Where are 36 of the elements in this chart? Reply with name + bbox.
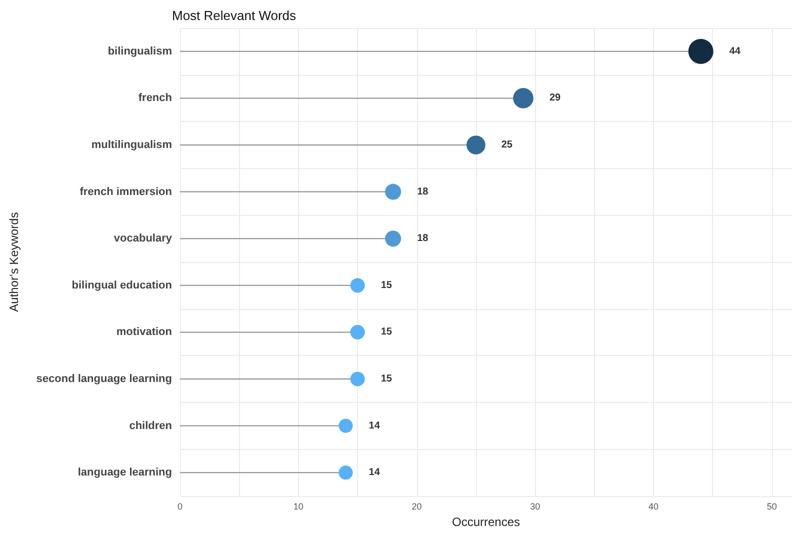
x-tick-label: 0 (177, 502, 183, 512)
y-tick-label: second language learning (36, 373, 172, 385)
y-axis-title: Author's Keywords (7, 212, 21, 312)
point (338, 466, 353, 480)
y-tick-label: children (129, 420, 172, 432)
data-label: 15 (380, 280, 392, 291)
y-tick-label: language learning (78, 466, 172, 479)
data-label: 44 (729, 46, 741, 57)
y-tick-label: french immersion (80, 186, 172, 198)
y-tick-label: vocabulary (114, 232, 173, 245)
data-label: 15 (380, 326, 392, 338)
data-label: 14 (368, 420, 380, 432)
x-axis-title: Occurrences (452, 514, 520, 529)
y-tick-label: bilingualism (108, 45, 172, 58)
x-tick-label: 30 (530, 502, 540, 512)
y-tick-label: motivation (116, 326, 172, 338)
y-tick-label: multilingualism (91, 139, 172, 151)
x-tick-label: 40 (648, 502, 659, 512)
x-tick-label: 10 (293, 502, 304, 512)
point (350, 278, 365, 293)
data-label: 15 (380, 374, 392, 384)
data-label: 14 (368, 467, 380, 478)
point (350, 324, 365, 340)
data-label: 29 (549, 92, 562, 104)
x-tick-label: 50 (766, 502, 777, 512)
point (338, 418, 353, 433)
data-label: 18 (417, 233, 429, 244)
y-tick-label: bilingual education (72, 279, 172, 292)
chart-title: Most Relevant Words (172, 8, 297, 23)
data-label: 25 (501, 140, 513, 150)
point (385, 230, 402, 247)
point (350, 372, 365, 386)
data-label: 18 (417, 186, 429, 198)
x-tick-label: 20 (412, 502, 422, 512)
y-tick-label: french (138, 92, 172, 104)
point (385, 184, 402, 200)
